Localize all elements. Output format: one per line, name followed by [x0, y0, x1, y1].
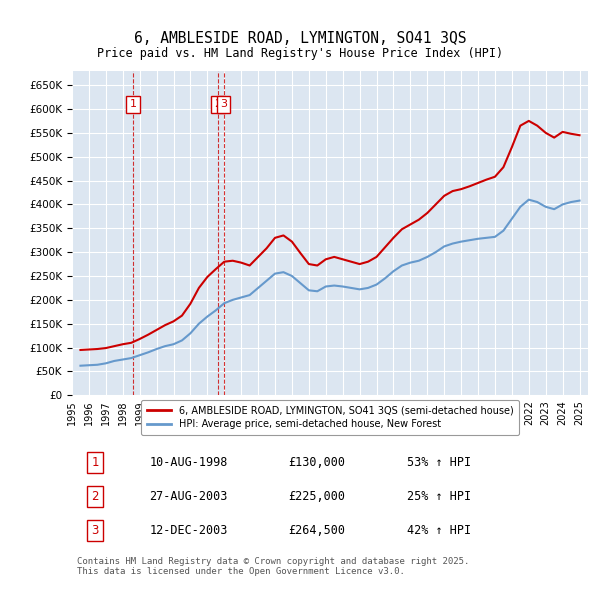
Text: 10-AUG-1998: 10-AUG-1998	[149, 455, 228, 469]
Text: 2: 2	[214, 99, 221, 109]
Text: 3: 3	[220, 99, 227, 109]
Text: £225,000: £225,000	[289, 490, 346, 503]
Text: 6, AMBLESIDE ROAD, LYMINGTON, SO41 3QS: 6, AMBLESIDE ROAD, LYMINGTON, SO41 3QS	[134, 31, 466, 46]
Text: 42% ↑ HPI: 42% ↑ HPI	[407, 524, 472, 537]
Text: 12-DEC-2003: 12-DEC-2003	[149, 524, 228, 537]
Text: 3: 3	[92, 524, 99, 537]
Legend: 6, AMBLESIDE ROAD, LYMINGTON, SO41 3QS (semi-detached house), HPI: Average price: 6, AMBLESIDE ROAD, LYMINGTON, SO41 3QS (…	[141, 399, 519, 435]
Text: Price paid vs. HM Land Registry's House Price Index (HPI): Price paid vs. HM Land Registry's House …	[97, 47, 503, 60]
Text: £264,500: £264,500	[289, 524, 346, 537]
Text: 53% ↑ HPI: 53% ↑ HPI	[407, 455, 472, 469]
Text: £130,000: £130,000	[289, 455, 346, 469]
Text: 1: 1	[130, 99, 137, 109]
Text: Contains HM Land Registry data © Crown copyright and database right 2025.
This d: Contains HM Land Registry data © Crown c…	[77, 557, 470, 576]
Text: 1: 1	[91, 455, 99, 469]
Text: 2: 2	[91, 490, 99, 503]
Text: 27-AUG-2003: 27-AUG-2003	[149, 490, 228, 503]
Text: 25% ↑ HPI: 25% ↑ HPI	[407, 490, 472, 503]
